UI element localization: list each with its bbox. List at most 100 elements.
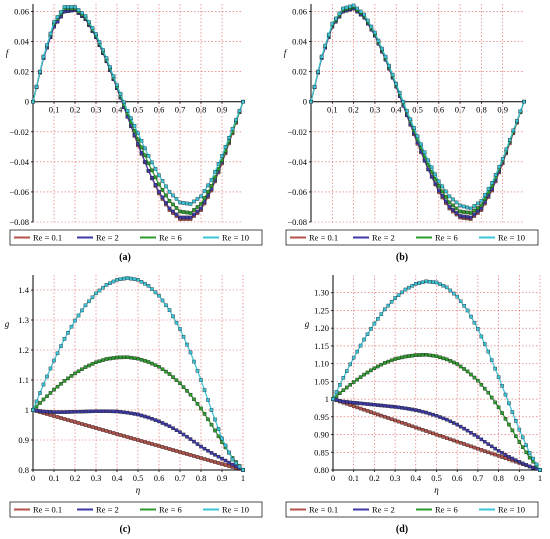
data-point bbox=[531, 465, 535, 470]
data-point bbox=[407, 285, 411, 290]
data-point bbox=[55, 351, 60, 356]
data-point bbox=[489, 358, 494, 362]
y-tick-label: 1.05 bbox=[314, 376, 329, 386]
data-point bbox=[97, 40, 102, 44]
data-point bbox=[80, 11, 84, 15]
data-point bbox=[111, 74, 116, 78]
data-point bbox=[52, 410, 56, 414]
data-point bbox=[373, 30, 377, 35]
data-point bbox=[111, 356, 116, 360]
data-point bbox=[108, 356, 112, 361]
data-point bbox=[104, 429, 109, 433]
x-tick-label: 0.1 bbox=[327, 105, 338, 115]
data-point bbox=[427, 279, 432, 284]
data-point bbox=[115, 83, 119, 87]
legend: Re = 0.1 Re = 2 Re = 6 Re = 10 bbox=[9, 501, 263, 518]
data-point bbox=[73, 5, 77, 9]
data-point bbox=[73, 420, 77, 424]
x-tick-label: 0.1 bbox=[348, 473, 359, 483]
data-point bbox=[209, 422, 214, 427]
data-point bbox=[508, 138, 512, 142]
data-point bbox=[524, 450, 528, 455]
data-point bbox=[216, 454, 221, 459]
data-point bbox=[362, 401, 366, 406]
data-point bbox=[358, 343, 363, 348]
data-point bbox=[216, 162, 221, 166]
data-point bbox=[455, 422, 459, 427]
data-point bbox=[396, 405, 401, 410]
data-point bbox=[101, 48, 105, 52]
data-point bbox=[341, 399, 346, 404]
x-tick-label: 0.7 bbox=[455, 105, 466, 115]
data-point bbox=[397, 90, 402, 95]
data-point bbox=[45, 43, 49, 47]
data-point bbox=[104, 283, 109, 287]
data-point bbox=[104, 409, 109, 413]
data-point bbox=[527, 451, 532, 455]
data-point bbox=[108, 430, 112, 434]
chart-panel-4: 1.301.251.201.151.101.0510.950.900.850.8… bbox=[285, 275, 542, 535]
data-point bbox=[185, 215, 189, 220]
data-point bbox=[389, 358, 394, 363]
data-point bbox=[157, 182, 161, 187]
series-3 bbox=[331, 352, 542, 472]
data-point bbox=[202, 200, 207, 204]
legend-box bbox=[285, 229, 539, 246]
data-point bbox=[447, 205, 452, 209]
y-tick-label: 1.15 bbox=[314, 341, 329, 351]
legend-box bbox=[9, 501, 263, 518]
data-point bbox=[87, 20, 91, 24]
data-point bbox=[479, 206, 484, 211]
data-point bbox=[164, 201, 168, 205]
data-point bbox=[522, 99, 526, 104]
data-point bbox=[118, 410, 123, 414]
legend-entry: Re = 0.1 bbox=[33, 505, 62, 515]
data-point bbox=[431, 412, 435, 417]
data-point bbox=[171, 426, 175, 430]
data-point bbox=[206, 190, 210, 194]
data-point bbox=[108, 409, 112, 414]
data-point bbox=[230, 127, 235, 131]
data-point bbox=[334, 390, 339, 394]
data-point bbox=[444, 189, 448, 194]
data-point bbox=[185, 210, 189, 215]
data-point bbox=[510, 410, 515, 414]
data-point bbox=[496, 449, 501, 453]
data-point bbox=[178, 450, 182, 454]
y-tick-label: −0.02 bbox=[287, 127, 307, 137]
data-point bbox=[94, 409, 98, 413]
data-point bbox=[34, 399, 39, 404]
data-point bbox=[164, 369, 168, 374]
y-tick-label: −0.06 bbox=[287, 187, 307, 197]
data-point bbox=[489, 451, 494, 456]
x-tick-label: 0 bbox=[31, 473, 35, 483]
data-point bbox=[486, 349, 491, 354]
data-point bbox=[139, 145, 144, 150]
data-point bbox=[129, 116, 133, 121]
data-point bbox=[38, 391, 42, 395]
data-point bbox=[437, 188, 441, 193]
data-point bbox=[34, 84, 39, 89]
data-point bbox=[400, 420, 404, 425]
y-tick-label: 1.3 bbox=[18, 315, 29, 325]
data-point bbox=[534, 462, 539, 467]
data-point bbox=[415, 134, 420, 139]
data-point bbox=[76, 369, 81, 374]
legend-entry: Re = 10 bbox=[222, 233, 249, 243]
data-point bbox=[153, 443, 158, 447]
y-tick-label: −0.04 bbox=[287, 157, 307, 167]
data-point bbox=[376, 412, 380, 417]
data-point bbox=[472, 445, 477, 450]
data-point bbox=[458, 209, 462, 214]
data-point bbox=[441, 416, 446, 421]
data-point bbox=[489, 395, 494, 400]
data-point bbox=[206, 458, 210, 462]
data-point bbox=[59, 344, 63, 348]
data-point bbox=[440, 194, 445, 198]
data-point bbox=[365, 402, 370, 406]
data-point bbox=[115, 278, 119, 282]
data-point bbox=[136, 278, 140, 282]
data-point bbox=[358, 375, 363, 379]
data-point bbox=[38, 401, 42, 405]
data-point bbox=[213, 453, 217, 457]
